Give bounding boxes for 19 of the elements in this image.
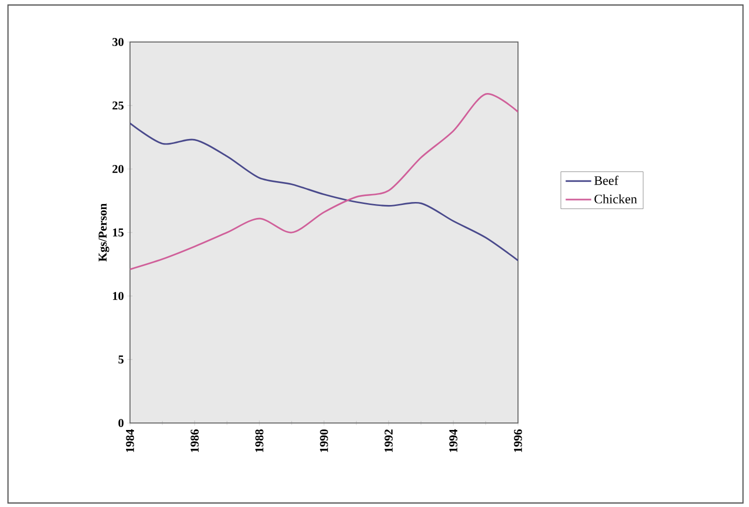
y-tick-label: 10 — [112, 292, 124, 300]
x-tick-label: 1986 — [190, 429, 199, 452]
legend-label: Chicken — [594, 194, 637, 204]
line-series — [130, 122, 518, 262]
legend-label: Beef — [594, 176, 618, 185]
y-axis-title: Kgs/Person — [98, 203, 110, 262]
x-tick-label: 1988 — [255, 429, 264, 452]
x-tick-label: 1992 — [384, 430, 393, 452]
x-tick-label: 1994 — [449, 429, 458, 452]
x-tick-label: 1990 — [320, 429, 328, 452]
line-series — [130, 93, 518, 270]
y-tick-label: 5 — [118, 356, 124, 364]
y-tick-label: 25 — [112, 101, 124, 110]
x-tick-label: 1984 — [126, 429, 134, 452]
y-tick-label: 0 — [118, 418, 124, 428]
y-tick-label: 15 — [112, 228, 124, 236]
y-tick-label: 20 — [112, 164, 124, 174]
x-tick-label: 1996 — [514, 429, 522, 452]
y-tick-label: 30 — [112, 38, 124, 46]
